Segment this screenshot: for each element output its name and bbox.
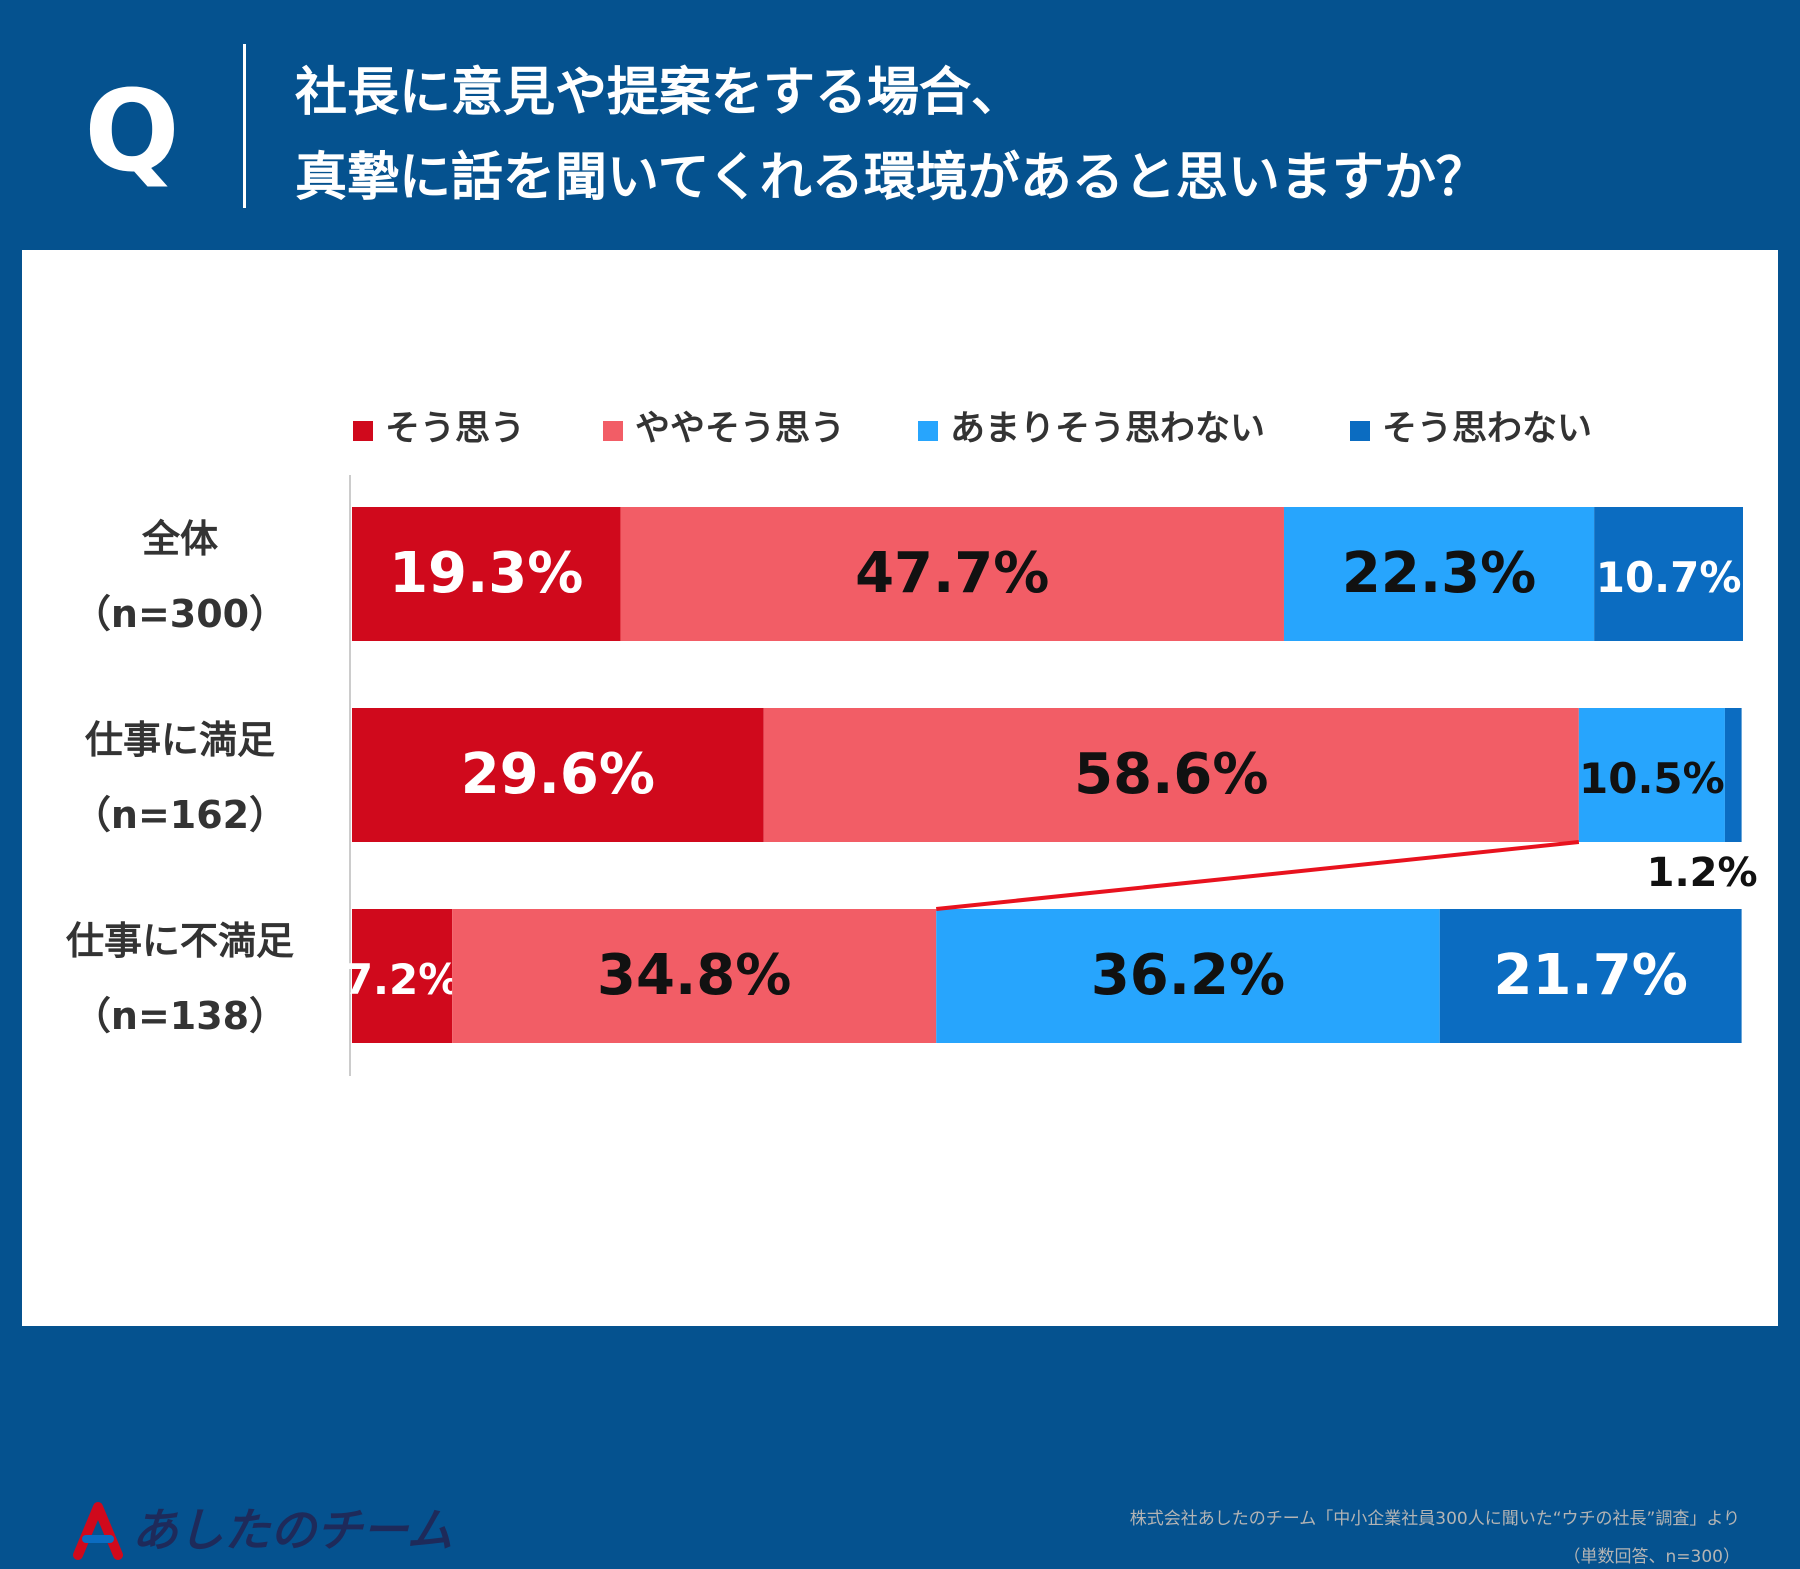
data-label: 10.7% — [1596, 553, 1742, 602]
data-label: 7.2% — [344, 955, 460, 1004]
logo-mark-icon — [73, 1502, 123, 1560]
trend-line — [936, 840, 1580, 911]
sample-note: （単数回答、n=300） — [1563, 1547, 1740, 1567]
logo-text: あしたのチーム — [132, 1503, 453, 1557]
bar-segment — [452, 909, 937, 1043]
category-label: 仕事に満足 — [85, 718, 275, 762]
bar-segment — [763, 708, 1579, 842]
q-letter: Q — [84, 67, 180, 197]
legend-label-3: あまりそう思わない — [950, 409, 1265, 449]
data-label: 10.5% — [1579, 754, 1725, 803]
data-label: 34.8% — [597, 943, 791, 1008]
question-line-1: 社長に意見や提案をする場合、 — [295, 63, 1024, 123]
legend-swatch-3 — [918, 421, 938, 441]
category-label: 仕事に不満足 — [66, 919, 294, 963]
bar-segment — [1578, 708, 1725, 842]
category-label: 全体 — [141, 517, 218, 561]
data-label: 22.3% — [1342, 541, 1536, 606]
bar-segment — [352, 708, 764, 842]
data-label: 36.2% — [1091, 943, 1285, 1008]
category-sample-size: （n=138） — [73, 994, 287, 1038]
source-note: 株式会社あしたのチーム「中小企業社員300人に聞いた“ウチの社長”調査」より — [1129, 1509, 1740, 1529]
bar-segment — [352, 909, 453, 1043]
legend-swatch-2 — [603, 421, 623, 441]
legend-label-4: そう思わない — [1382, 409, 1592, 449]
data-label: 21.7% — [1494, 943, 1688, 1008]
header-divider — [243, 44, 246, 208]
category-sample-size: （n=162） — [73, 793, 287, 837]
bar-segment — [1594, 507, 1743, 641]
legend-swatch-1 — [353, 421, 373, 441]
bar-segment — [936, 909, 1440, 1043]
legend-label-2: ややそう思う — [635, 409, 845, 449]
company-logo: あしたのチーム — [70, 1495, 453, 1565]
data-label: 47.7% — [855, 541, 1049, 606]
data-label: 1.2% — [1647, 850, 1758, 896]
question-line-2: 真摯に話を聞いてくれる環境があると思いますか？ — [295, 148, 1488, 208]
data-label: 19.3% — [389, 541, 583, 606]
chart-panel: そう思う ややそう思う あまりそう思わない そう思わない全体 （n=300） 仕事に満足 （… — [22, 250, 1778, 1567]
bar-segment — [620, 507, 1284, 641]
legend-label-1: そう思う — [385, 409, 525, 449]
bar-segment — [1439, 909, 1742, 1043]
category-sample-size: （n=300） — [73, 592, 287, 636]
data-label: 58.6% — [1074, 742, 1268, 807]
bar-segment — [352, 507, 621, 641]
bar-segment — [1283, 507, 1595, 641]
question-header: Q 社長に意見や提案をする場合、 真摯に話を聞いてくれる環境があると思いますか？ — [0, 0, 1800, 250]
data-label: 29.6% — [461, 742, 655, 807]
bar-segment — [1724, 708, 1742, 842]
legend-swatch-4 — [1350, 421, 1370, 441]
